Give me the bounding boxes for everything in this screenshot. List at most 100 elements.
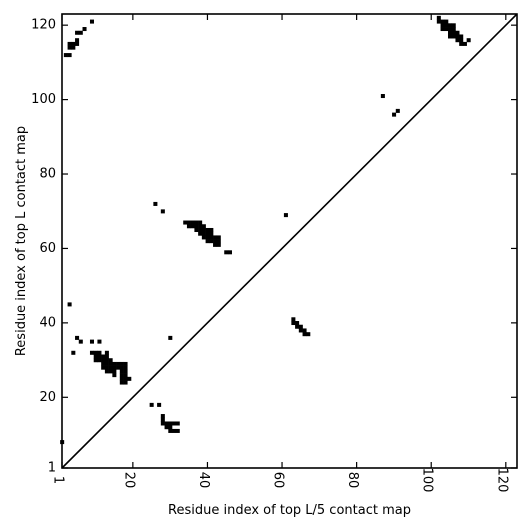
contact-cell-upper — [291, 321, 296, 326]
contact-cell-lower — [67, 53, 72, 58]
contact-cell-upper — [395, 108, 400, 113]
contact-cell-lower — [119, 365, 124, 370]
contact-cell-lower — [168, 425, 173, 430]
contact-cell-upper — [440, 23, 445, 28]
contact-cell-upper — [186, 224, 191, 229]
contact-cell-lower — [160, 421, 165, 426]
contact-cell-upper — [380, 94, 385, 99]
contact-cell-lower — [123, 380, 128, 385]
contact-cell-upper — [392, 112, 397, 117]
contact-cell-upper — [209, 231, 214, 236]
y-tick-label: 120 — [31, 18, 56, 33]
contact-cell-lower — [175, 428, 180, 433]
contact-cell-upper — [201, 224, 206, 229]
contact-cell-lower — [93, 350, 98, 355]
contact-cell-lower — [104, 350, 109, 355]
contact-cell-lower — [153, 201, 158, 206]
contact-cell-upper — [198, 231, 203, 236]
plot-frame — [61, 13, 518, 469]
contact-cell-lower — [104, 369, 109, 374]
contact-cell-upper — [201, 235, 206, 240]
contact-cell-upper — [459, 41, 464, 46]
contact-cell-upper — [194, 224, 199, 229]
contact-cell-upper — [298, 328, 303, 333]
contact-cell-upper — [436, 15, 441, 20]
contact-cell-upper — [183, 220, 188, 225]
contact-cell-lower — [104, 365, 109, 370]
contact-cell-upper — [462, 41, 467, 46]
contact-cell-upper — [451, 27, 456, 32]
contact-cell-lower — [101, 354, 106, 359]
contact-cell-lower — [157, 402, 162, 407]
contact-cell-lower — [75, 335, 80, 340]
contact-cell-upper — [216, 239, 221, 244]
contact-cell-lower — [104, 354, 109, 359]
contact-cell-lower — [123, 361, 128, 366]
contact-cell-lower — [67, 45, 72, 50]
contact-cell-upper — [306, 332, 311, 337]
contact-cell-upper — [444, 23, 449, 28]
x-tick-label: 40 — [196, 472, 211, 489]
contact-cell-upper — [466, 38, 471, 43]
contact-cell-lower — [93, 354, 98, 359]
contact-cell-lower — [168, 335, 173, 340]
contact-cell-lower — [172, 421, 177, 426]
y-tick-label: 40 — [39, 315, 56, 330]
contact-cell-lower — [101, 365, 106, 370]
contact-cell-upper — [451, 23, 456, 28]
contact-cell-upper — [201, 231, 206, 236]
contact-cell-lower — [104, 358, 109, 363]
contact-cell-upper — [291, 317, 296, 322]
contact-cell-lower — [123, 376, 128, 381]
contact-cell-lower — [78, 339, 83, 344]
contact-cell-upper — [298, 324, 303, 329]
contact-cell-upper — [198, 220, 203, 225]
contact-cell-lower — [67, 302, 72, 307]
contact-cell-lower — [123, 365, 128, 370]
contact-cell-lower — [119, 376, 124, 381]
contact-cell-upper — [436, 19, 441, 24]
contact-cell-lower — [175, 421, 180, 426]
contact-cell-upper — [213, 242, 218, 247]
contact-cell-upper — [302, 332, 307, 337]
contact-cell-lower — [71, 350, 76, 355]
contact-cell-lower — [164, 421, 169, 426]
contact-cell-lower — [168, 428, 173, 433]
contact-cell-upper — [194, 227, 199, 232]
contact-cell-upper — [205, 227, 210, 232]
contact-cell-lower — [123, 373, 128, 378]
contact-cell-lower — [63, 53, 68, 58]
contact-cell-lower — [97, 354, 102, 359]
contact-cell-upper — [295, 324, 300, 329]
contact-cell-lower — [119, 373, 124, 378]
contact-cell-upper — [224, 250, 229, 255]
contact-cell-lower — [97, 339, 102, 344]
contact-cell-lower — [75, 41, 80, 46]
contact-cell-upper — [295, 321, 300, 326]
contact-cell-lower — [112, 365, 117, 370]
contact-cell-upper — [213, 235, 218, 240]
contact-cell-upper — [448, 23, 453, 28]
contact-cell-lower — [97, 358, 102, 363]
contact-cell-lower — [82, 27, 87, 32]
contact-cell-lower — [160, 414, 165, 419]
x-tick-label: 80 — [345, 472, 360, 489]
contact-cell-upper — [455, 38, 460, 43]
contact-cell-lower — [164, 425, 169, 430]
y-tick-label: 20 — [39, 390, 56, 405]
contact-cell-lower — [89, 350, 94, 355]
contact-cell-upper — [209, 227, 214, 232]
contact-cell-lower — [67, 41, 72, 46]
contact-cell-upper — [213, 239, 218, 244]
contact-cell-lower — [112, 361, 117, 366]
contact-cell-lower — [75, 38, 80, 43]
contact-cell-lower — [71, 41, 76, 46]
contact-cell-upper — [451, 34, 456, 39]
contact-cell-upper — [451, 30, 456, 35]
contact-cell-upper — [448, 34, 453, 39]
contact-cells — [60, 15, 471, 445]
contact-cell-lower — [93, 358, 98, 363]
contact-cell-upper — [194, 220, 199, 225]
